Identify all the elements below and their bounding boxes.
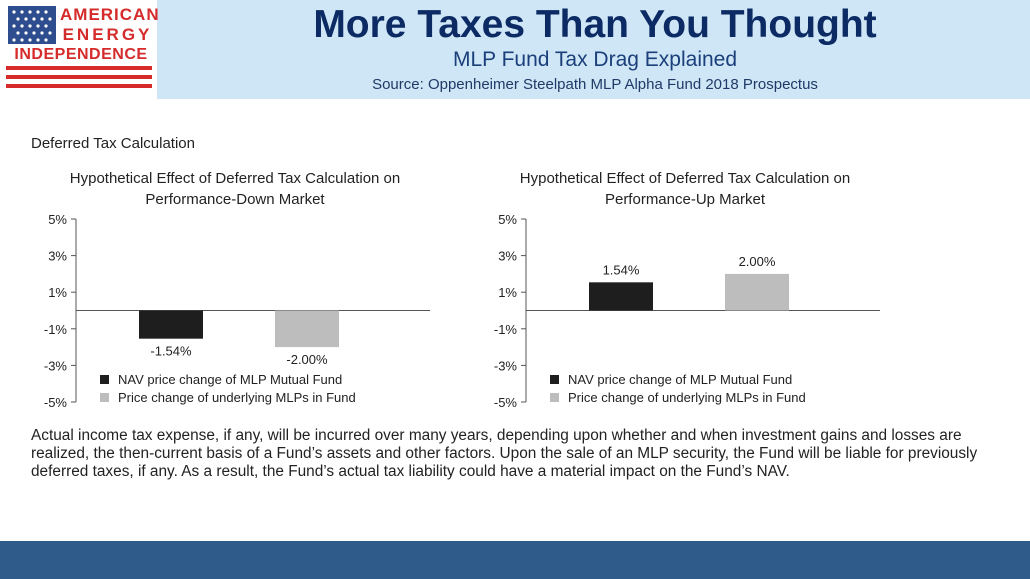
y-tick-label: 3% xyxy=(498,249,517,264)
y-tick-label: -5% xyxy=(44,395,68,410)
chart-1-title-line-2: Performance-Down Market xyxy=(145,191,325,208)
legend-label: Price change of underlying MLPs in Fund xyxy=(568,390,806,405)
legend-label: Price change of underlying MLPs in Fund xyxy=(118,390,356,405)
y-tick-label: 1% xyxy=(48,285,67,300)
chart-down-market: 5% 3% 1% -1% -3% -5% -1.54% -2.00% NAV price cha… xyxy=(44,212,430,410)
bar-value-label: -2.00% xyxy=(286,352,328,367)
legend-swatch xyxy=(550,393,559,402)
bar-value-label: -1.54% xyxy=(150,344,192,359)
y-tick-label: 5% xyxy=(498,212,517,227)
y-tick-label: -3% xyxy=(494,358,518,373)
y-tick-label: -5% xyxy=(494,395,518,410)
legend-swatch xyxy=(100,375,109,384)
logo: AMERICAN ENERGY INDEPENDENCE xyxy=(0,0,160,99)
legend-swatch xyxy=(550,375,559,384)
section-label: Deferred Tax Calculation xyxy=(31,135,195,152)
logo-text-line-2: ENERGY xyxy=(62,25,153,44)
bar-1 xyxy=(589,282,653,311)
bar-2 xyxy=(275,310,339,348)
flag-logo-graphic xyxy=(6,6,152,88)
chart-1-title-line-1: Hypothetical Effect of Deferred Tax Calc… xyxy=(69,170,401,187)
chart-up-market: 5% 3% 1% -1% -3% -5% 1.54% 2.00% NAV price chang… xyxy=(494,212,880,410)
legend-swatch xyxy=(100,393,109,402)
legend-label: NAV price change of MLP Mutual Fund xyxy=(568,372,792,387)
logo-text-line-3: INDEPENDENCE xyxy=(14,46,148,63)
y-tick-label: -1% xyxy=(44,322,68,337)
bar-value-label: 2.00% xyxy=(739,254,776,269)
footer-band xyxy=(0,541,1030,579)
page-subtitle: MLP Fund Tax Drag Explained xyxy=(452,48,738,71)
chart-2-title-line-2: Performance-Up Market xyxy=(604,191,766,208)
body-paragraph: Actual income tax expense, if any, will … xyxy=(31,427,978,480)
y-tick-label: 3% xyxy=(48,249,67,264)
bar-value-label: 1.54% xyxy=(603,262,640,277)
bar-2 xyxy=(725,273,789,311)
bar-1 xyxy=(139,310,203,339)
y-tick-label: -1% xyxy=(494,322,518,337)
chart-2-title-line-1: Hypothetical Effect of Deferred Tax Calc… xyxy=(519,170,851,187)
y-tick-label: -3% xyxy=(44,358,68,373)
y-tick-label: 1% xyxy=(498,285,517,300)
source-note: Source: Oppenheimer Steelpath MLP Alpha … xyxy=(372,76,818,93)
header-band: AMERICAN ENERGY INDEPENDENCE More Taxes … xyxy=(0,0,1030,99)
page-title: More Taxes Than You Thought xyxy=(313,3,877,46)
y-tick-label: 5% xyxy=(48,212,67,227)
legend-label: NAV price change of MLP Mutual Fund xyxy=(118,372,342,387)
chart-1-title: Hypothetical Effect of Deferred Tax Calc… xyxy=(30,168,440,210)
logo-text-line-1: AMERICAN xyxy=(60,5,160,24)
chart-2-title: Hypothetical Effect of Deferred Tax Calc… xyxy=(480,168,890,210)
